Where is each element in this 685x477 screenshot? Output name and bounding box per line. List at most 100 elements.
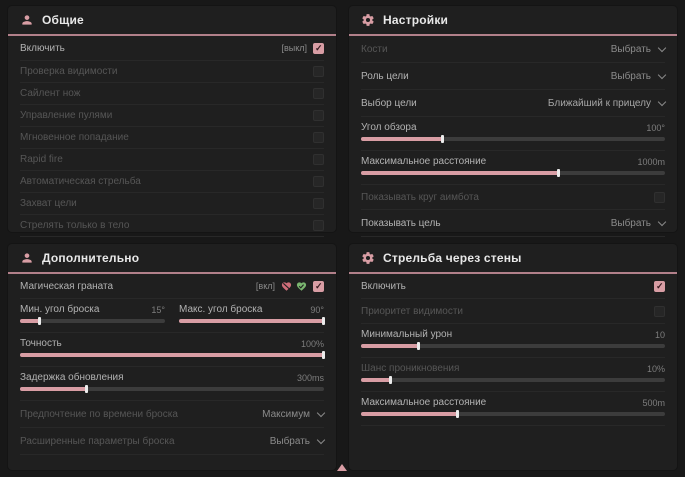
- slider-value: 10: [654, 329, 665, 340]
- slider-handle[interactable]: [456, 410, 460, 418]
- panel-title: Общие: [42, 13, 84, 27]
- slider-value: 90°: [310, 304, 324, 315]
- slider-handle[interactable]: [441, 135, 445, 143]
- row-visibility-priority: Приоритет видимости: [361, 299, 665, 324]
- hotkey-state-tag: [выкл]: [281, 43, 307, 53]
- row-advanced-throw-params: Расширенные параметры броска Выбрать: [20, 428, 326, 455]
- bones-select[interactable]: Выбрать: [611, 43, 667, 55]
- row-label: Угол обзора: [361, 122, 417, 133]
- row-label: Максимальное расстояние: [361, 397, 487, 408]
- slider-handle[interactable]: [322, 317, 325, 325]
- row-target-lock: Захват цели: [20, 193, 324, 215]
- panel-general: Общие Включить [выкл] Проверка видимости…: [8, 6, 336, 237]
- visibility-priority-checkbox[interactable]: [654, 305, 665, 317]
- slider-value: 1000m: [637, 156, 665, 167]
- heart-on-icon: [296, 281, 307, 292]
- slider-handle[interactable]: [416, 342, 420, 350]
- header-accent-rule: [349, 34, 677, 36]
- row-label: Расширенные параметры броска: [20, 435, 175, 447]
- row-min-throw-angle: Мин. угол броска 15°: [20, 299, 165, 332]
- slider-value: 100%: [300, 338, 324, 349]
- target-selection-select[interactable]: Ближайший к прицелу: [548, 97, 667, 109]
- rapid-fire-checkbox[interactable]: [313, 154, 324, 165]
- enable-checkbox[interactable]: [313, 42, 324, 54]
- slider-fill: [361, 344, 419, 348]
- panel-walls: Стрельба через стены Включить Приоритет …: [349, 244, 677, 470]
- min-throw-angle-slider[interactable]: [20, 317, 165, 325]
- max-distance-slider[interactable]: [361, 169, 665, 177]
- slider-handle[interactable]: [38, 317, 42, 325]
- row-target-role: Роль цели Выбрать: [361, 63, 667, 90]
- accuracy-slider[interactable]: [20, 351, 325, 359]
- visibility-check-checkbox[interactable]: [313, 66, 324, 77]
- row-silent-knife: Сайлент нож: [20, 83, 324, 105]
- panel-title: Настройки: [383, 13, 449, 27]
- slider-value: 10%: [646, 363, 665, 374]
- row-magic-grenade: Магическая граната [вкл]: [20, 274, 324, 299]
- instant-hit-checkbox[interactable]: [313, 132, 324, 143]
- row-label: Показывать круг аимбота: [361, 191, 479, 203]
- row-max-distance-walls: Максимальное расстояние 500m: [361, 392, 665, 426]
- row-label: Максимальное расстояние: [361, 156, 487, 167]
- row-penetration-chance: Шанс проникновения 10%: [361, 358, 665, 392]
- row-label: Шанс проникновения: [361, 363, 460, 374]
- slider-fill: [179, 319, 324, 323]
- row-label: Мгновенное попадание: [20, 132, 129, 143]
- slider-handle[interactable]: [389, 376, 393, 384]
- row-show-aimbot-circle: Показывать круг аимбота: [361, 185, 665, 210]
- slider-fill: [361, 412, 459, 416]
- throw-time-preference-select[interactable]: Максимум: [262, 408, 326, 420]
- chevron-down-icon: [657, 70, 667, 79]
- person-icon: [20, 251, 34, 265]
- auto-fire-checkbox[interactable]: [313, 176, 324, 187]
- silent-knife-checkbox[interactable]: [313, 88, 324, 99]
- slider-value: 15°: [151, 304, 165, 315]
- target-role-select[interactable]: Выбрать: [611, 70, 667, 82]
- header-accent-rule: [8, 34, 336, 36]
- row-label: Минимальный урон: [361, 329, 453, 340]
- body-only-checkbox[interactable]: [313, 220, 324, 231]
- row-bullet-control: Управление пулями: [20, 105, 324, 127]
- row-update-delay: Задержка обновления 300ms: [20, 367, 324, 401]
- row-max-distance: Максимальное расстояние 1000m: [361, 151, 665, 185]
- row-min-damage: Минимальный урон 10: [361, 324, 665, 358]
- row-label: Включить: [20, 42, 65, 54]
- hotkey-state-tag: [вкл]: [255, 281, 275, 291]
- row-label: Проверка видимости: [20, 66, 118, 77]
- slider-value: 500m: [642, 397, 665, 408]
- gear-icon: [361, 13, 375, 27]
- row-enable-wallshoot: Включить: [361, 274, 665, 299]
- magic-grenade-checkbox[interactable]: [313, 280, 324, 292]
- penetration-chance-slider[interactable]: [361, 376, 665, 384]
- target-lock-checkbox[interactable]: [313, 198, 324, 209]
- scroll-indicator-icon[interactable]: [337, 464, 347, 471]
- min-damage-slider[interactable]: [361, 342, 665, 350]
- fov-slider[interactable]: [361, 135, 665, 143]
- row-label: Стрелять только в тело: [20, 220, 130, 231]
- advanced-throw-params-select[interactable]: Выбрать: [270, 435, 326, 447]
- slider-handle[interactable]: [556, 169, 560, 177]
- heart-off-icon: [281, 281, 292, 292]
- row-body-only: Стрелять только в тело: [20, 215, 324, 237]
- header-accent-rule: [349, 272, 677, 274]
- slider-fill: [20, 319, 41, 323]
- wallshoot-enable-checkbox[interactable]: [654, 280, 665, 292]
- slider-fill: [361, 171, 559, 175]
- row-label: Приоритет видимости: [361, 305, 464, 317]
- row-label: Автоматическая стрельба: [20, 176, 141, 187]
- update-delay-slider[interactable]: [20, 385, 324, 393]
- row-max-throw-angle: Макс. угол броска 90°: [179, 299, 325, 332]
- slider-handle[interactable]: [84, 385, 88, 393]
- row-rapid-fire: Rapid fire: [20, 149, 324, 171]
- row-label: Сайлент нож: [20, 88, 81, 99]
- max-throw-angle-slider[interactable]: [179, 317, 325, 325]
- bullet-control-checkbox[interactable]: [313, 110, 324, 121]
- max-distance-walls-slider[interactable]: [361, 410, 665, 418]
- gear-icon: [361, 251, 375, 265]
- show-aimbot-circle-checkbox[interactable]: [654, 191, 665, 203]
- row-visibility-check: Проверка видимости: [20, 61, 324, 83]
- row-fov: Угол обзора 100°: [361, 117, 665, 151]
- show-target-select[interactable]: Выбрать: [611, 217, 667, 229]
- slider-handle[interactable]: [322, 351, 325, 359]
- slider-fill: [361, 378, 392, 382]
